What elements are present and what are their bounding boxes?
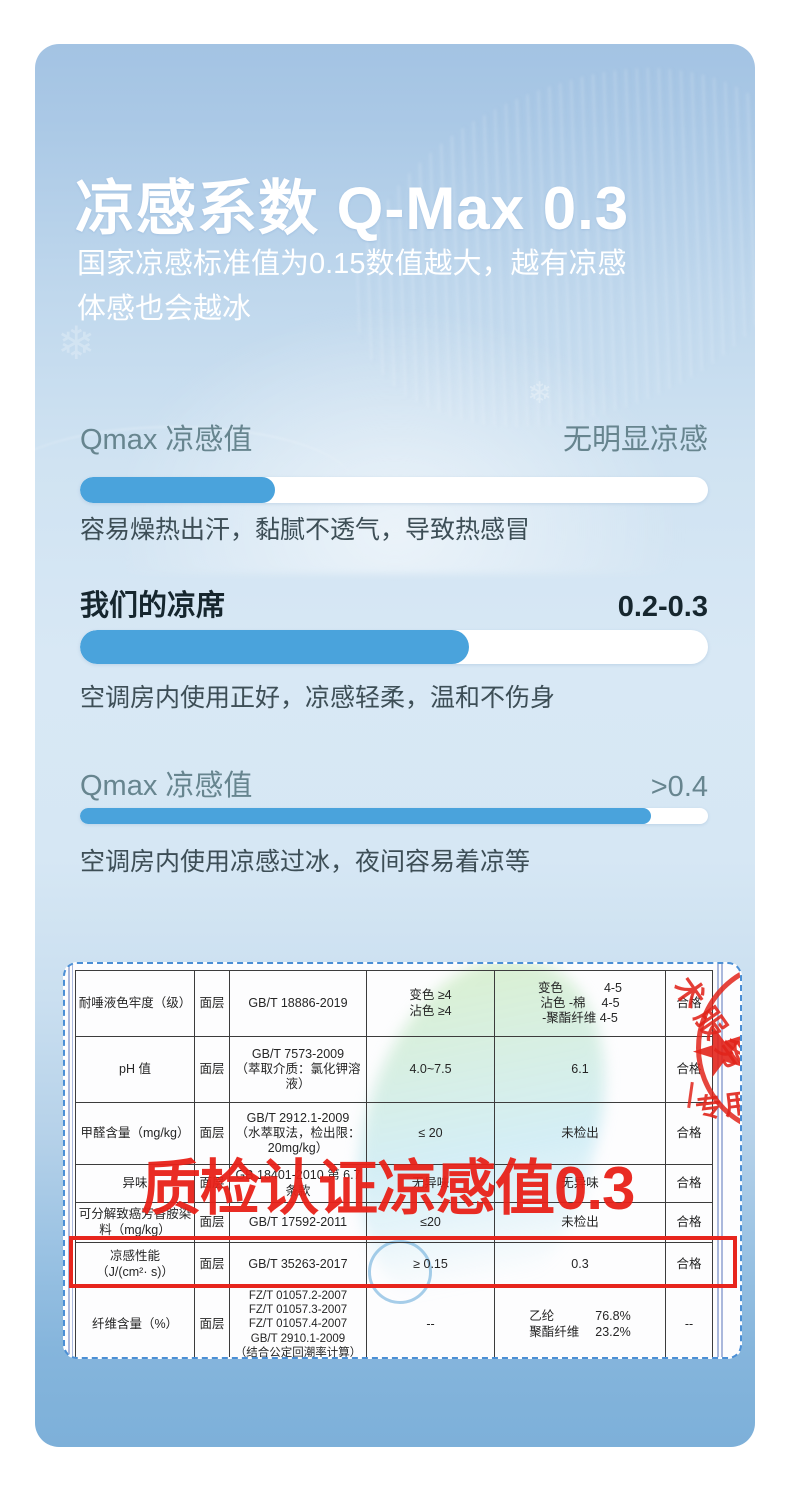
cooling-row-highlight-box [69, 1236, 737, 1288]
snowflake-icon: ❄ [527, 377, 553, 410]
table-cell-result: 未检出 [495, 1203, 666, 1242]
scan-edge-line [717, 964, 719, 1357]
gauge-low-value: 无明显凉感 [562, 424, 708, 456]
table-cell-item: 纤维含量（%） [76, 1287, 195, 1357]
table-cell-layer: 面层 [195, 1103, 230, 1164]
scan-edge-line [71, 964, 73, 1357]
table-cell-item: pH 值 [76, 1037, 195, 1102]
table-row: 可分解致癌芳香胺染 料（mg/kg） 面层 GB/T 17592-2011 ≤20 未检… [76, 1203, 713, 1243]
table-cell-layer: 面层 [195, 1165, 230, 1202]
table-row: 耐唾液色牢度（级） 面层 GB/T 18886-2019 变色 ≥4 沾色 ≥4 变色 … [76, 971, 713, 1037]
gauge-high-value: >0.4 [650, 771, 708, 803]
table-cell-standard: GB/T 35263-2017 [230, 1243, 367, 1286]
table-cell-layer: 面层 [195, 1243, 230, 1286]
page-title: 凉感系数 Q-Max 0.3 [75, 175, 630, 242]
report-watermark-circle [368, 1240, 432, 1304]
table-cell-requirement: 变色 ≥4 沾色 ≥4 [367, 971, 495, 1036]
table-cell-result: 0.3 [495, 1243, 666, 1286]
subtitle-line-2: 体感也会越冰 [77, 293, 252, 325]
snowflake-icon: ❄ [57, 317, 96, 369]
table-cell-standard: FZ/T 01057.2-2007 FZ/T 01057.3-2007 FZ/T… [230, 1287, 367, 1357]
gauge-low-header: Qmax 凉感值 无明显凉感 [80, 416, 708, 458]
table-cell-standard: GB/T 18886-2019 [230, 971, 367, 1036]
table-cell-item: 耐唾液色牢度（级） [76, 971, 195, 1036]
table-cell-layer: 面层 [195, 971, 230, 1036]
gauge-ours-label: 我们的凉席 [80, 590, 226, 622]
red-stamp-special-text: 专用 [693, 1087, 742, 1125]
gauge-low-label: Qmax 凉感值 [80, 424, 253, 456]
gauge-ours-bar-fill [80, 630, 470, 664]
subtitle-line-1: 国家凉感标准值为0.15数值越大，越有凉感 [77, 248, 627, 280]
table-cell-standard: GB 18401-2010 第 6.7 条款 [230, 1165, 367, 1202]
table-cell-result: 6.1 [495, 1037, 666, 1102]
table-row: 纤维含量（%） 面层 FZ/T 01057.2-2007 FZ/T 01057.3-… [76, 1287, 713, 1357]
certified-headline: 质检认证凉感值0.3 [141, 1155, 635, 1222]
gauge-ours-description: 空调房内使用正好，凉感轻柔，温和不伤身 [80, 684, 556, 712]
scan-edge-line [721, 964, 723, 1357]
table-cell-requirement: 4.0~7.5 [367, 1037, 495, 1102]
gauge-ours-header: 我们的凉席 0.2-0.3 [80, 582, 708, 624]
table-cell-item: 可分解致癌芳香胺染 料（mg/kg） [76, 1203, 195, 1242]
table-cell-verdict: 合格 [666, 1103, 713, 1164]
gauge-high-description: 空调房内使用凉感过冰，夜间容易着凉等 [80, 848, 531, 876]
table-cell-result: 变色 4-5 沾色 -棉 4-5 -聚酯纤维 4-5 [495, 971, 666, 1036]
table-cell-requirement: 无异味 [367, 1165, 495, 1202]
table-cell-verdict: 合格 [666, 1165, 713, 1202]
gauge-high-label: Qmax 凉感值 [80, 770, 253, 802]
table-cell-item: 甲醛含量（mg/kg） [76, 1103, 195, 1164]
table-cell-requirement: ≥ 0.15 [367, 1243, 495, 1286]
gauge-ours-value: 0.2-0.3 [617, 591, 708, 623]
table-row: pH 值面层 GB/T 7573-2009 （萃取介质：氯化钾溶 液） 4.0~7.… [76, 1037, 713, 1103]
table-cell-result: 乙纶 76.8% 聚酯纤维 23.2% [495, 1287, 666, 1357]
inspection-table: 耐唾液色牢度（级） 面层 GB/T 18886-2019 变色 ≥4 沾色 ≥4 变色 … [75, 970, 713, 1357]
table-cell-verdict: -- [666, 1287, 713, 1357]
table-cell-verdict: 合格 [666, 1203, 713, 1242]
table-cell-layer: 面层 [195, 1287, 230, 1357]
table-cell-layer: 面层 [195, 1037, 230, 1102]
table-cell-standard: GB/T 17592-2011 [230, 1203, 367, 1242]
gauge-low-description: 容易燥热出汗，黏腻不透气，导致热感冒 [80, 516, 531, 544]
table-cell-layer: 面层 [195, 1203, 230, 1242]
table-cell-standard: GB/T 7573-2009 （萃取介质：氯化钾溶 液） [230, 1037, 367, 1102]
gauge-high-bar-fill [80, 808, 652, 824]
gauge-high-bar-track [80, 808, 708, 824]
table-row: 异味 面层 GB 18401-2010 第 6.7 条款 无异味 无异味 合格 [76, 1165, 713, 1203]
gauge-low-bar-fill [80, 477, 275, 503]
table-cell-item: 凉感性能 （J/(cm²· s)） [76, 1243, 195, 1286]
table-cell-verdict: 合格 [666, 1243, 713, 1286]
gauge-ours-bar-track [80, 630, 708, 664]
table-cell-item: 异味 [76, 1165, 195, 1202]
table-cell-requirement: -- [367, 1287, 495, 1357]
table-cell-standard: GB/T 2912.1-2009 （水萃取法，检出限： 20mg/kg） [230, 1103, 367, 1164]
table-cell-requirement: ≤ 20 [367, 1103, 495, 1164]
inspection-report-scan: 耐唾液色牢度（级） 面层 GB/T 18886-2019 变色 ≥4 沾色 ≥4 变色 … [63, 962, 742, 1359]
table-cell-requirement: ≤20 [367, 1203, 495, 1242]
table-cell-result: 无异味 [495, 1165, 666, 1202]
scan-edge-line [68, 964, 70, 1357]
table-row: 甲醛含量（mg/kg） 面层 GB/T 2912.1-2009 （水萃取法，检出限：… [76, 1103, 713, 1165]
gauge-low-bar-track [80, 477, 708, 503]
gauge-high-header: Qmax 凉感值 >0.4 [80, 762, 708, 804]
wave-line-decoration [35, 426, 355, 548]
page-subtitle: 国家凉感标准值为0.15数值越大，越有凉感 体感也会越冰 [77, 242, 626, 332]
table-cell-result: 未检出 [495, 1103, 666, 1164]
promo-card: ❄ ❄ 凉感系数 Q-Max 0.3 国家凉感标准值为0.15数值越大，越有凉感… [35, 44, 755, 1447]
